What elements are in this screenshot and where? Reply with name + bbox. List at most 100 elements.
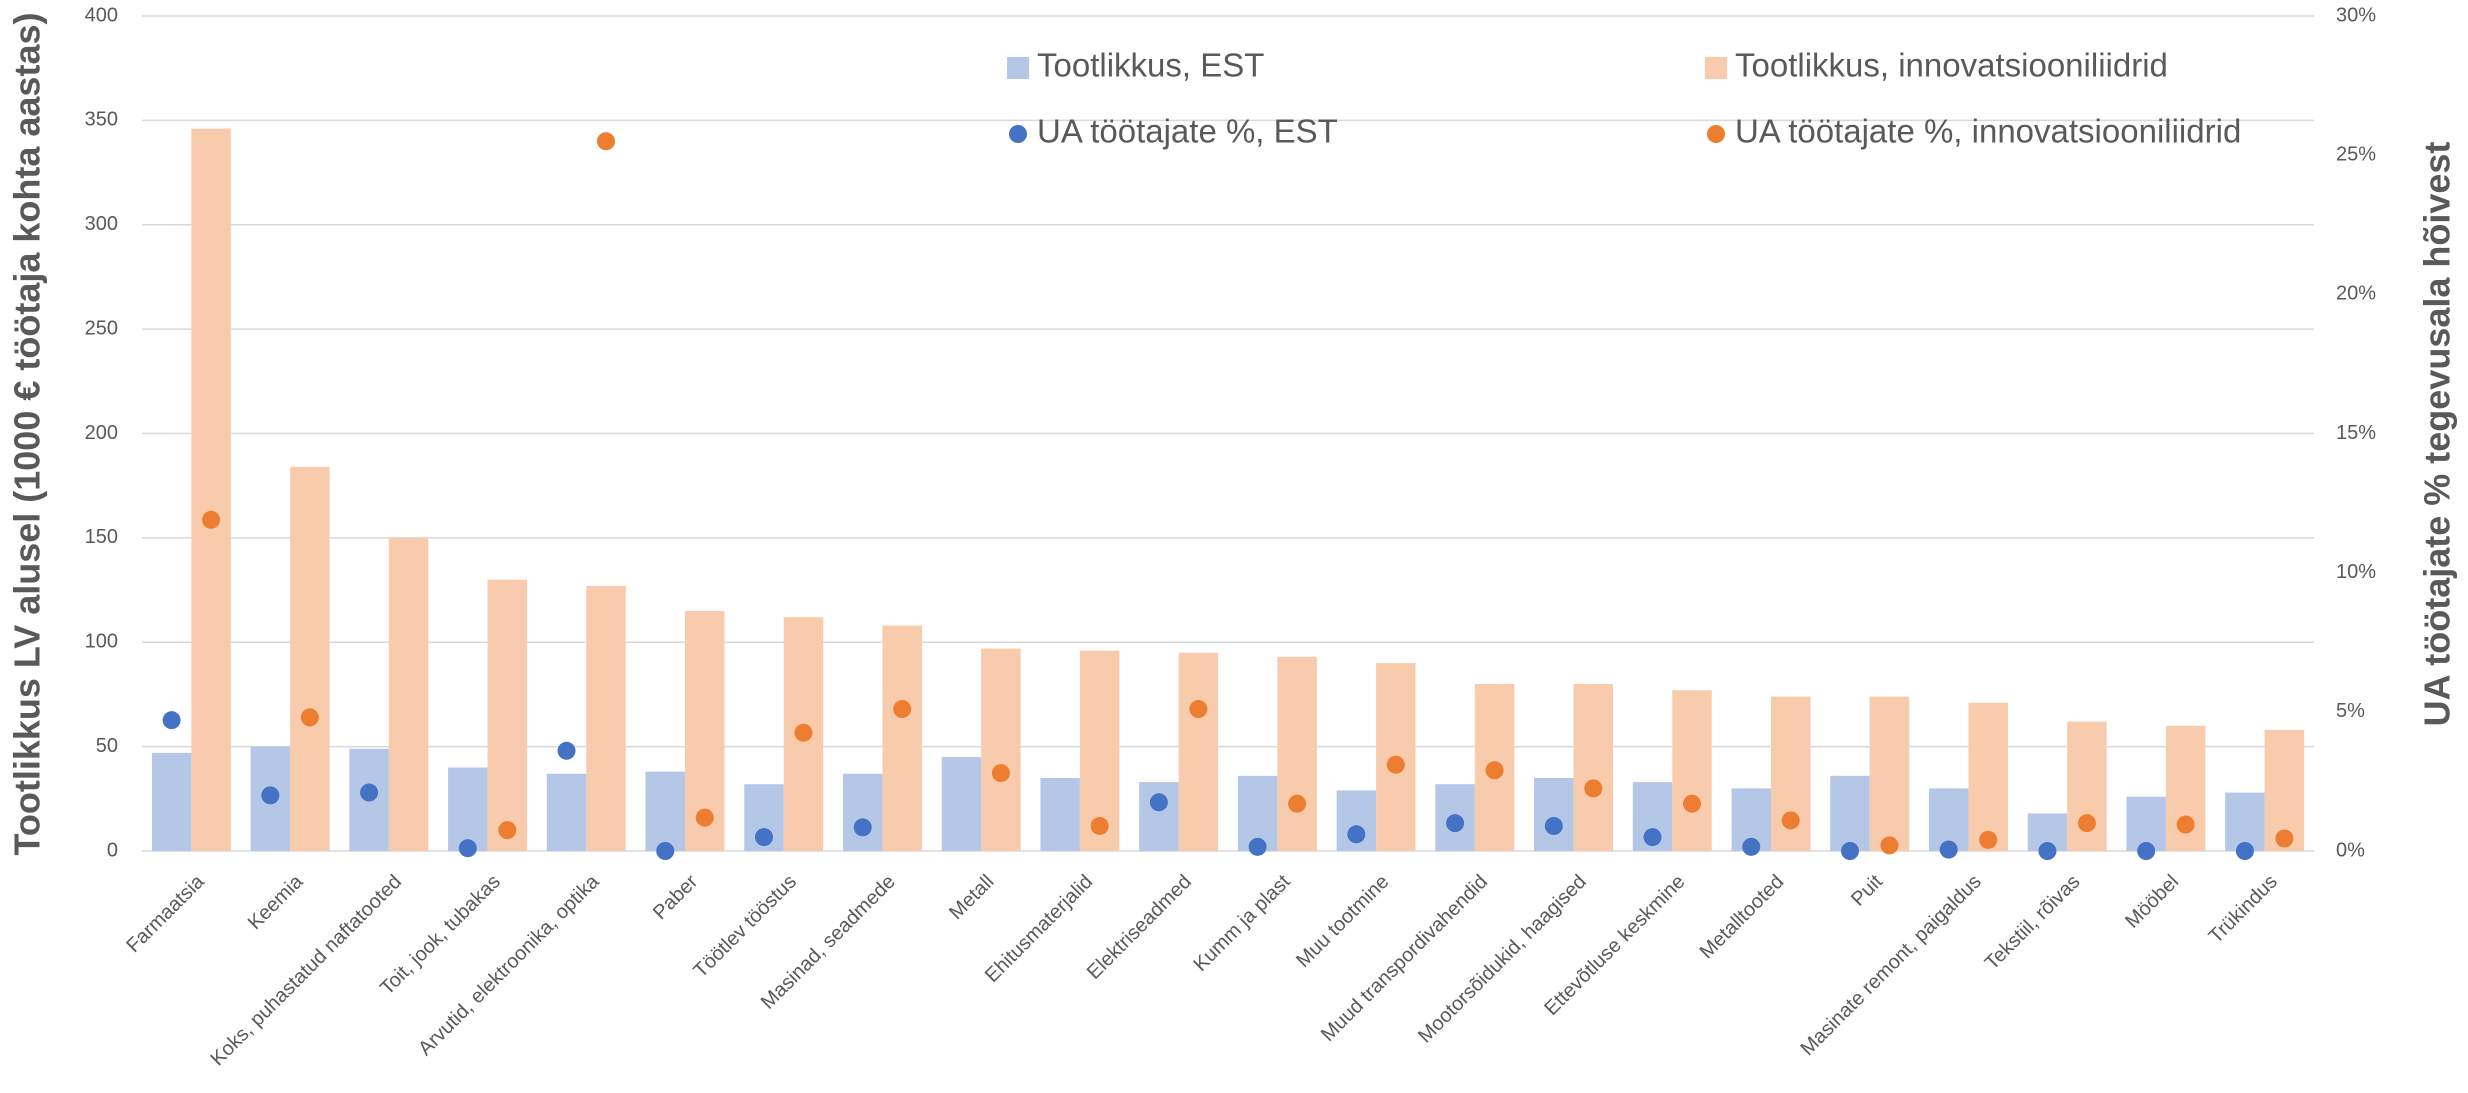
y2-tick-label: 10%: [2336, 561, 2376, 583]
bar: [941, 757, 982, 851]
x-tick-label: Trükindus: [2205, 871, 2282, 948]
bar: [981, 648, 1021, 851]
legend-swatch: [1009, 125, 1027, 143]
dot: [1544, 816, 1563, 835]
dot: [991, 764, 1010, 783]
dot: [597, 132, 616, 151]
y2-tick-label: 20%: [2336, 283, 2376, 305]
legend-label: Tootlikkus, EST: [1037, 47, 1264, 84]
legend-label: Tootlikkus, innovatsiooniliidrid: [1735, 47, 2168, 84]
x-tick-label: Muu tootmine: [1292, 871, 1393, 972]
bar: [546, 773, 587, 851]
x-tick-label: Arvutid, elektroonika, optika: [414, 870, 604, 1060]
legend-label: UA töötajate %, EST: [1037, 113, 1338, 150]
legend-swatch: [1707, 125, 1725, 143]
dot: [1189, 700, 1208, 719]
y-tick-label: 150: [85, 526, 118, 548]
y-tick-label: 250: [85, 317, 118, 339]
dot: [498, 821, 517, 840]
bar: [842, 773, 883, 851]
dot: [2077, 814, 2096, 833]
y2-tick-label: 15%: [2336, 422, 2376, 444]
x-tick-label: Kumm ja plast: [1189, 870, 1294, 975]
dot: [1149, 793, 1168, 812]
dot: [1880, 836, 1899, 855]
y-tick-label: 0: [107, 839, 118, 861]
dot: [2176, 815, 2195, 834]
bar: [1277, 656, 1317, 851]
x-tick-label: Mootorsõidukid, haagised: [1414, 871, 1591, 1048]
bar: [1534, 777, 1574, 851]
bar: [151, 752, 192, 851]
bar: [645, 771, 685, 851]
bar: [1928, 788, 1969, 851]
bar: [1573, 684, 1614, 851]
dot: [656, 842, 675, 860]
dot: [1584, 779, 1603, 798]
y2-tick-label: 5%: [2336, 700, 2365, 722]
x-tick-label: Keemia: [244, 870, 308, 934]
x-tick-label: Masinate remont, paigaldus: [1796, 871, 1985, 1060]
dot: [1643, 828, 1662, 847]
dot: [1485, 761, 1504, 780]
dot: [2137, 842, 2156, 860]
dot: [1090, 816, 1109, 835]
x-tick-label: Metall: [945, 871, 998, 924]
dot: [695, 808, 714, 827]
dot: [1446, 814, 1465, 833]
y-tick-label: 350: [85, 109, 118, 131]
dot: [1939, 840, 1958, 859]
x-tick-label: Mööbel: [2121, 871, 2183, 933]
x-tick-label: Ehitusmaterjalid: [981, 871, 1097, 987]
y-tick-label: 400: [85, 4, 118, 26]
x-tick-label: Farmaatsia: [122, 870, 209, 957]
bar: [882, 625, 922, 851]
bar: [1672, 690, 1712, 851]
dot: [893, 700, 912, 719]
y-tick-label: 300: [85, 213, 118, 235]
bar: [1178, 652, 1219, 851]
dot: [1742, 837, 1761, 856]
x-tick-label: Tekstiil, rõivas: [1981, 871, 2085, 975]
bar: [1830, 775, 1870, 851]
dot: [2038, 842, 2057, 860]
bar: [448, 767, 488, 851]
dot: [557, 741, 576, 760]
bar: [1968, 702, 2008, 851]
y2-tick-label: 0%: [2336, 839, 2365, 861]
dot: [1347, 825, 1366, 844]
dot: [853, 818, 872, 837]
bar: [1139, 782, 1179, 851]
dot: [1386, 755, 1405, 774]
dot: [202, 510, 221, 529]
x-tick-label: Muud transpordivahendid: [1317, 871, 1492, 1046]
y-tick-label: 100: [85, 631, 118, 653]
y2-axis-title: UA töötajate % tegevusala hõivest: [2417, 142, 2458, 727]
dot: [261, 786, 280, 805]
dot: [1979, 830, 1998, 849]
x-tick-label: Koks, puhastatud naftatooted: [207, 871, 407, 1071]
x-tick-label: Metalltooted: [1696, 871, 1789, 964]
x-tick-label: Paber: [649, 870, 703, 924]
dot: [2275, 829, 2294, 848]
dot: [794, 723, 813, 742]
dot: [458, 839, 477, 858]
dot: [1248, 837, 1267, 856]
x-tick-label: Puit: [1847, 870, 1887, 910]
y2-tick-label: 25%: [2336, 143, 2376, 165]
y2-tick-label: 30%: [2336, 4, 2376, 26]
bar: [2126, 796, 2166, 851]
dot: [1840, 842, 1859, 860]
x-tick-label: Elektriseadmed: [1083, 871, 1196, 984]
bar: [290, 466, 330, 851]
dot: [1288, 794, 1307, 813]
y-tick-label: 200: [85, 422, 118, 444]
legend-label: UA töötajate %, innovatsiooniliidrid: [1735, 113, 2241, 150]
bar: [191, 128, 231, 852]
dot: [360, 783, 379, 802]
y-axis-title: Tootlikkus LV alusel (1000 € töötaja koh…: [7, 13, 48, 856]
legend-swatch: [1007, 57, 1029, 79]
dot: [1683, 794, 1702, 813]
bar: [388, 537, 429, 851]
